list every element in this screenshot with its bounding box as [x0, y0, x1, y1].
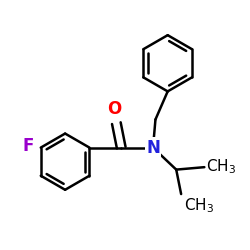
Text: F: F	[22, 138, 34, 156]
Text: CH$_3$: CH$_3$	[206, 157, 236, 176]
Text: N: N	[146, 138, 160, 156]
Text: CH$_3$: CH$_3$	[184, 196, 214, 215]
Text: O: O	[107, 100, 121, 118]
